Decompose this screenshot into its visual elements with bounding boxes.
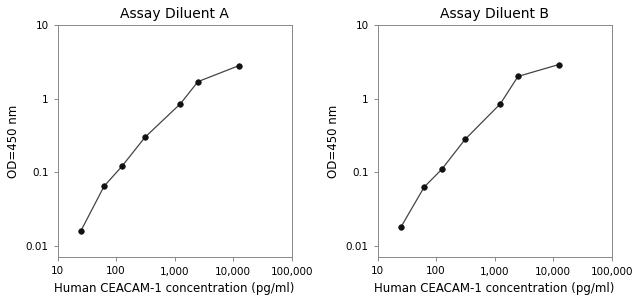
Y-axis label: OD=450 nm: OD=450 nm	[7, 104, 20, 178]
Y-axis label: OD=450 nm: OD=450 nm	[327, 104, 340, 178]
X-axis label: Human CEACAM-1 concentration (pg/ml): Human CEACAM-1 concentration (pg/ml)	[54, 282, 295, 295]
Title: Assay Diluent A: Assay Diluent A	[120, 7, 229, 21]
Title: Assay Diluent B: Assay Diluent B	[440, 7, 549, 21]
X-axis label: Human CEACAM-1 concentration (pg/ml): Human CEACAM-1 concentration (pg/ml)	[374, 282, 615, 295]
